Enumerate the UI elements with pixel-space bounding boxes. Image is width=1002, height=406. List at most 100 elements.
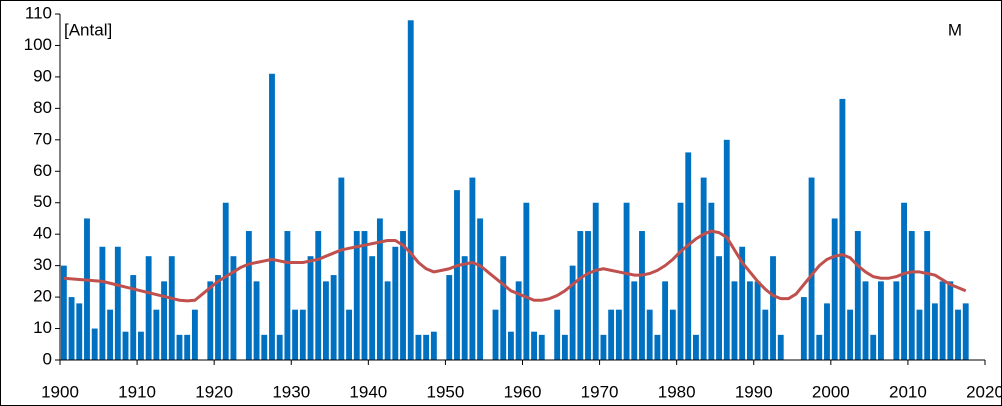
bar: [346, 309, 352, 360]
bar: [230, 256, 237, 360]
annotation: [Antal]: [64, 20, 112, 39]
bar: [361, 231, 368, 360]
y-tick-label: 60: [33, 161, 52, 180]
bar: [492, 309, 499, 360]
bar: [461, 256, 468, 360]
bar: [91, 328, 98, 360]
x-tick-label: 2000: [812, 382, 850, 401]
bar: [323, 281, 329, 360]
bar: [353, 231, 360, 360]
bar: [569, 265, 576, 360]
bar: [400, 231, 406, 360]
bar: [854, 231, 861, 360]
bar: [284, 231, 291, 360]
x-tick-label: 1970: [581, 382, 619, 401]
bar: [76, 303, 83, 360]
bar: [392, 246, 399, 360]
y-tick-label: 50: [33, 192, 52, 211]
bar: [84, 218, 90, 360]
bar: [184, 334, 191, 360]
bar: [269, 73, 275, 360]
bar: [114, 246, 121, 360]
bar: [222, 202, 229, 360]
bar: [646, 309, 653, 360]
x-tick-label: 1910: [118, 382, 156, 401]
bar: [839, 98, 846, 360]
x-tick-label: 2010: [889, 382, 927, 401]
bar: [693, 334, 699, 360]
bar: [947, 281, 954, 360]
bar: [407, 20, 414, 361]
bar: [924, 231, 931, 360]
bar: [430, 331, 437, 360]
bar: [531, 331, 537, 360]
y-tick-label: 90: [33, 66, 52, 85]
bar: [138, 331, 144, 360]
x-tick-label: 1960: [504, 382, 542, 401]
bar: [685, 152, 692, 360]
bar: [777, 334, 784, 360]
bar: [454, 190, 460, 360]
bar: [577, 231, 584, 360]
bar: [168, 256, 175, 360]
bar: [808, 177, 815, 360]
bar: [800, 297, 807, 360]
x-tick-label: 1990: [735, 382, 773, 401]
bar: [469, 177, 476, 360]
y-tick-label: 110: [25, 3, 52, 22]
bar: [369, 256, 376, 360]
bar: [878, 281, 884, 360]
bar: [60, 265, 67, 360]
x-tick-label: 2020: [966, 382, 1002, 401]
bar: [585, 231, 591, 360]
bar: [931, 303, 938, 360]
bar: [384, 281, 391, 360]
y-tick-label: 10: [33, 318, 52, 337]
bar: [338, 177, 345, 360]
bar: [600, 334, 607, 360]
bar: [191, 309, 198, 360]
bar: [700, 177, 707, 360]
bar: [731, 281, 738, 360]
bar: [477, 218, 484, 360]
bar: [847, 309, 854, 360]
bar: [708, 202, 715, 360]
bar: [122, 331, 129, 360]
x-tick-label: 1980: [658, 382, 696, 401]
bar: [762, 309, 769, 360]
bar: [153, 309, 160, 360]
bar: [299, 309, 306, 360]
bar: [145, 256, 152, 360]
bar: [315, 231, 322, 360]
bar: [623, 202, 630, 360]
bar: [515, 281, 522, 360]
bar: [307, 256, 314, 360]
y-tick-label: 20: [33, 287, 52, 306]
bar: [677, 202, 684, 360]
bar: [723, 139, 730, 360]
bar: [500, 256, 507, 360]
bar: [639, 231, 645, 360]
bar: [207, 281, 214, 360]
bar: [955, 309, 961, 360]
bar: [592, 202, 599, 360]
bar: [376, 218, 383, 360]
bar: [962, 303, 969, 360]
bar: [831, 218, 838, 360]
bar: [446, 275, 453, 360]
bar: [245, 231, 252, 360]
bar: [292, 309, 299, 360]
bar: [176, 334, 183, 360]
bar: [561, 334, 568, 360]
bar: [523, 202, 530, 360]
annotation: M: [948, 20, 962, 39]
y-tick-label: 0: [43, 349, 52, 368]
bar: [746, 281, 753, 360]
y-tick-label: 100: [24, 35, 52, 54]
bar: [631, 281, 638, 360]
y-tick-label: 80: [33, 98, 52, 117]
bar: [253, 281, 260, 360]
bar: [908, 231, 915, 360]
